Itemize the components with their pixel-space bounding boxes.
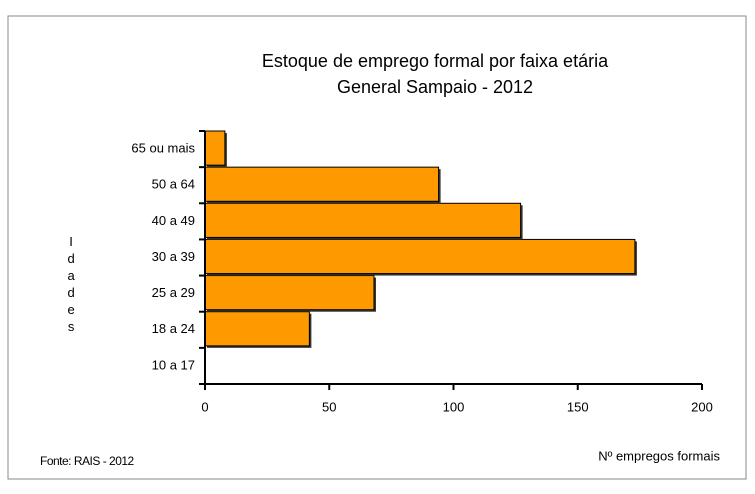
chart-subtitle: General Sampaio - 2012 [337, 77, 533, 97]
bar [204, 275, 375, 311]
x-axis-label: Nº empregos formais [598, 448, 720, 463]
x-tick-label: 50 [322, 399, 336, 414]
x-tick-label: 100 [443, 399, 465, 414]
y-tick-label: 30 a 39 [152, 249, 195, 264]
x-tick-label: 200 [691, 399, 713, 414]
bar [204, 311, 310, 347]
y-tick-label: 25 a 29 [152, 285, 195, 300]
bar [204, 238, 636, 275]
x-tick-label: 150 [567, 399, 589, 414]
y-tick-label: 18 a 24 [152, 321, 195, 336]
chart-title: Estoque de emprego formal por faixa etár… [262, 51, 609, 71]
source-note: Fonte: RAIS - 2012 [40, 454, 135, 468]
y-tick-label: 65 ou mais [131, 141, 195, 156]
y-tick-label: 50 a 64 [152, 177, 195, 192]
x-tick-label: 0 [201, 399, 208, 414]
bar [204, 130, 226, 166]
y-axis-label: Idades [64, 234, 79, 336]
bar [204, 166, 440, 202]
y-tick-label: 10 a 17 [152, 357, 195, 372]
bar [204, 202, 522, 238]
y-tick-label: 40 a 49 [152, 213, 195, 228]
